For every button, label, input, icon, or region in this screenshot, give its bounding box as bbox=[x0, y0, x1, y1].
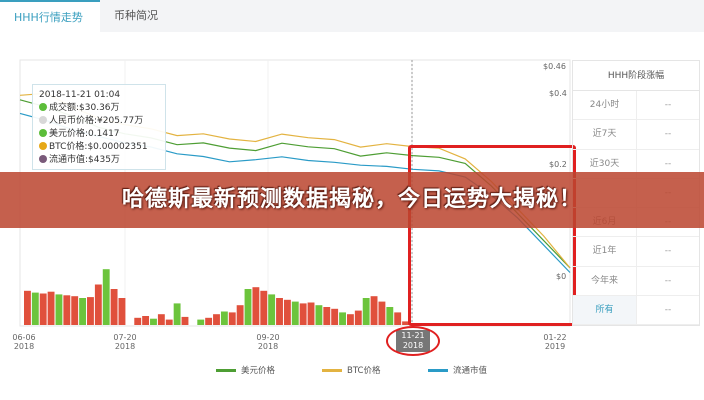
volume-bar bbox=[268, 294, 276, 325]
volume-bar bbox=[165, 319, 173, 325]
volume-bar bbox=[94, 284, 102, 325]
y-tick: $0 bbox=[556, 272, 567, 281]
table-row[interactable]: 24小时 -- bbox=[573, 91, 699, 121]
table-row-selected[interactable]: 所有 -- bbox=[573, 296, 699, 326]
x-tick: 01-22 2019 bbox=[543, 333, 567, 351]
volume-bar bbox=[339, 312, 346, 325]
legend-swatch bbox=[216, 368, 236, 372]
volume-bar bbox=[157, 314, 165, 325]
y-tick: $0.2 bbox=[549, 160, 567, 169]
volume-bar bbox=[63, 295, 71, 325]
volume-bar bbox=[291, 301, 299, 325]
volume-bar bbox=[173, 303, 181, 325]
volume-bar bbox=[331, 308, 339, 325]
volume-bar bbox=[236, 305, 244, 325]
tab-bar: HHH行情走势 币种简况 bbox=[0, 0, 704, 32]
volume-bar bbox=[402, 321, 409, 325]
volume-bar bbox=[134, 317, 142, 325]
legend-usd[interactable]: 美元价格 bbox=[216, 364, 275, 376]
volume-bar bbox=[244, 289, 252, 325]
y-tick: $0.46 bbox=[543, 62, 566, 71]
legend-mcap[interactable]: 流通市值 bbox=[428, 364, 487, 376]
x-tick: 07-20 2018 bbox=[113, 333, 137, 351]
volume-bar bbox=[181, 316, 189, 325]
x-tick: 06-06 2018 bbox=[12, 333, 36, 351]
tooltip-btc: BTC价格:$0.00002351 bbox=[39, 141, 159, 154]
x-tick: 09-20 2018 bbox=[256, 333, 280, 351]
volume-bar bbox=[39, 293, 47, 325]
volume-bar bbox=[346, 314, 354, 325]
volume-bar bbox=[370, 296, 378, 325]
volume-bar bbox=[102, 269, 110, 325]
table-title: HHH阶段涨幅 bbox=[573, 61, 699, 91]
volume-bar bbox=[47, 291, 55, 325]
dot-icon bbox=[39, 116, 47, 124]
volume-bar bbox=[394, 312, 402, 325]
tab-coin-overview[interactable]: 币种简况 bbox=[114, 9, 158, 22]
volume-bar bbox=[71, 296, 79, 325]
chart-tooltip: 2018-11-21 01:04 成交额:$30.36万 人民币价格:¥205.… bbox=[32, 84, 166, 170]
volume-bar bbox=[150, 318, 157, 325]
dot-icon bbox=[39, 129, 47, 137]
tab-market-trend[interactable]: HHH行情走势 bbox=[0, 0, 100, 32]
headline-banner: 哈德斯最新预测数据揭秘，今日运势大揭秘！ bbox=[0, 172, 704, 228]
legend-btc[interactable]: BTC价格 bbox=[322, 364, 380, 376]
volume-bar bbox=[205, 317, 213, 325]
volume-bar bbox=[354, 310, 362, 325]
volume-bar bbox=[307, 302, 315, 325]
table-row[interactable]: 今年来 -- bbox=[573, 266, 699, 297]
tooltip-cny: 人民币价格:¥205.77万 bbox=[39, 115, 159, 128]
red-highlight-box bbox=[408, 145, 576, 326]
legend-swatch bbox=[322, 368, 342, 372]
volume-bar bbox=[87, 297, 94, 325]
volume-bar bbox=[213, 314, 220, 325]
legend-swatch bbox=[428, 368, 448, 372]
volume-bar bbox=[24, 290, 31, 325]
volume-bar bbox=[276, 298, 283, 325]
tooltip-usd: 美元价格:0.1417 bbox=[39, 128, 159, 141]
y-tick: $0.4 bbox=[549, 89, 567, 98]
tooltip-mcap: 流通市值:$435万 bbox=[39, 154, 159, 167]
dot-icon bbox=[39, 103, 47, 111]
volume-bar bbox=[142, 316, 150, 325]
volume-bar bbox=[315, 305, 323, 325]
volume-bar bbox=[110, 289, 118, 325]
volume-bar bbox=[299, 303, 307, 325]
volume-bar bbox=[228, 312, 236, 325]
table-row[interactable]: 近7天 -- bbox=[573, 120, 699, 150]
dot-icon bbox=[39, 142, 47, 150]
volume-bar bbox=[55, 294, 63, 325]
volume-bar bbox=[386, 307, 394, 325]
volume-bar bbox=[220, 311, 228, 325]
volume-bar bbox=[323, 307, 331, 325]
volume-bar bbox=[79, 298, 87, 325]
volume-bar bbox=[252, 287, 260, 325]
volume-bar bbox=[197, 319, 205, 325]
red-highlight-circle bbox=[386, 326, 440, 356]
volume-bar bbox=[31, 292, 39, 325]
table-row[interactable]: 近1年 -- bbox=[573, 237, 699, 267]
volume-bar bbox=[283, 299, 291, 325]
tooltip-volume: 成交额:$30.36万 bbox=[39, 102, 159, 115]
volume-bar bbox=[118, 298, 126, 325]
dot-icon bbox=[39, 155, 47, 163]
volume-bar bbox=[260, 290, 268, 325]
volume-bar bbox=[362, 298, 370, 325]
volume-bar bbox=[378, 301, 386, 325]
tooltip-time: 2018-11-21 01:04 bbox=[39, 90, 121, 100]
